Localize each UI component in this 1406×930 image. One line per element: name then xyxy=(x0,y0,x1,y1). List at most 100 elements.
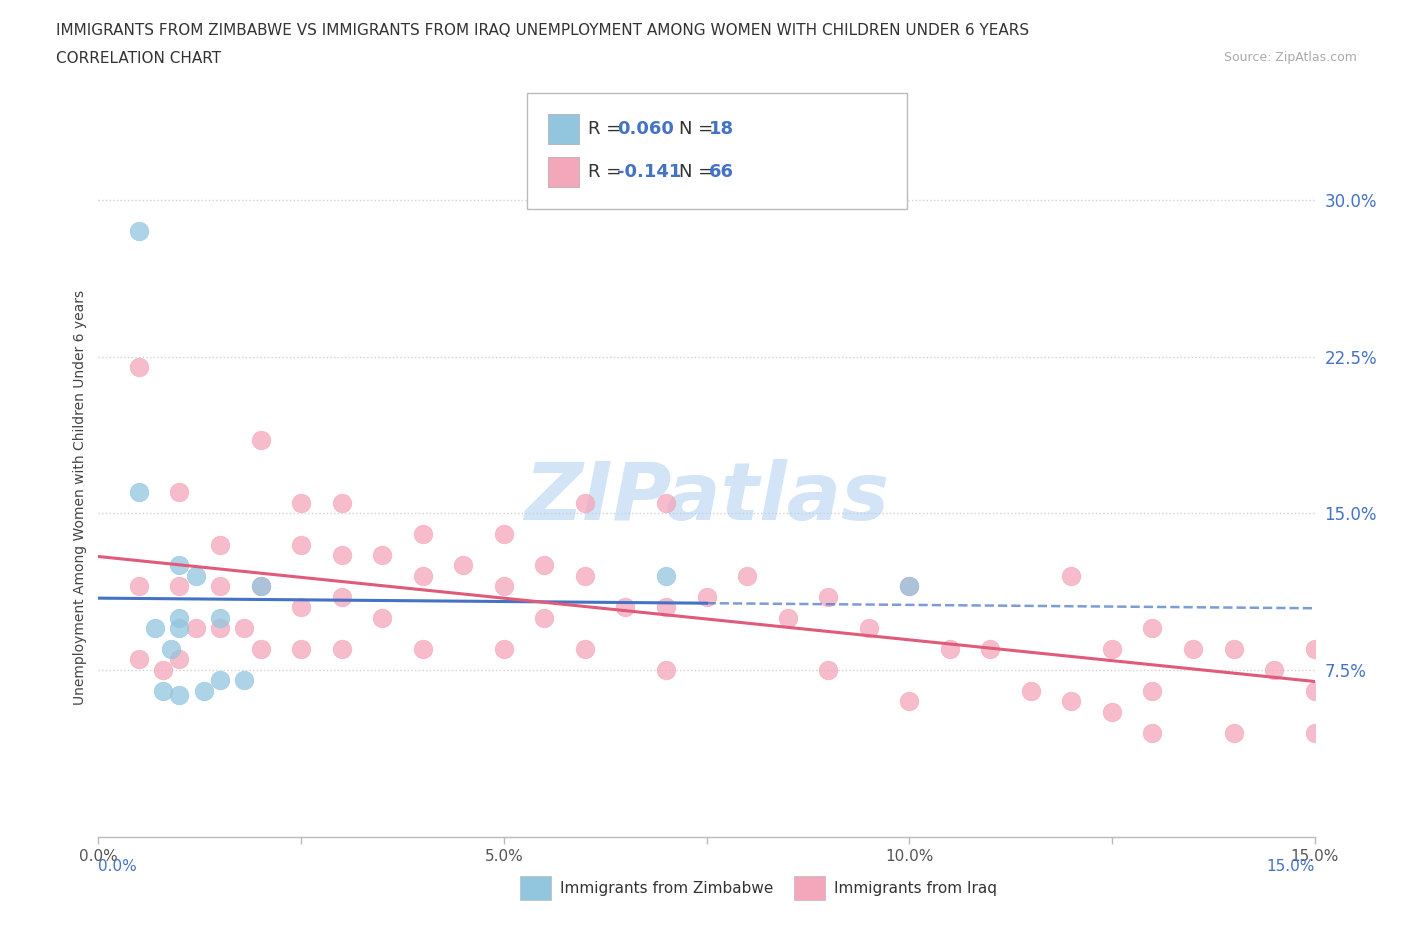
Point xyxy=(209,673,232,688)
Point xyxy=(128,578,150,593)
Text: R =: R = xyxy=(588,120,627,139)
Point xyxy=(1142,725,1164,740)
Point xyxy=(453,558,475,573)
Text: 0.0%: 0.0% xyxy=(98,859,138,874)
Text: R =: R = xyxy=(588,163,627,181)
Point xyxy=(655,662,678,677)
Point xyxy=(898,694,921,709)
Point xyxy=(533,558,555,573)
Text: Source: ZipAtlas.com: Source: ZipAtlas.com xyxy=(1223,51,1357,64)
Point xyxy=(533,610,555,625)
Point xyxy=(1060,694,1083,709)
Point xyxy=(817,662,839,677)
Point xyxy=(574,642,596,657)
Point xyxy=(128,360,150,375)
Point xyxy=(160,642,183,657)
Point xyxy=(143,620,166,635)
Y-axis label: Unemployment Among Women with Children Under 6 years: Unemployment Among Women with Children U… xyxy=(73,290,87,705)
Point xyxy=(233,620,256,635)
Point xyxy=(614,600,637,615)
Point xyxy=(1303,684,1326,698)
Point xyxy=(169,652,191,667)
Point xyxy=(209,538,232,552)
Point xyxy=(209,610,232,625)
Text: N =: N = xyxy=(679,163,718,181)
Point xyxy=(1142,684,1164,698)
Point xyxy=(371,610,394,625)
Text: IMMIGRANTS FROM ZIMBABWE VS IMMIGRANTS FROM IRAQ UNEMPLOYMENT AMONG WOMEN WITH C: IMMIGRANTS FROM ZIMBABWE VS IMMIGRANTS F… xyxy=(56,23,1029,38)
Point xyxy=(152,662,174,677)
Point xyxy=(330,496,353,511)
Point xyxy=(169,620,191,635)
Text: N =: N = xyxy=(679,120,718,139)
Text: 66: 66 xyxy=(709,163,734,181)
Point xyxy=(1303,725,1326,740)
Point xyxy=(776,610,799,625)
Text: Immigrants from Iraq: Immigrants from Iraq xyxy=(834,881,997,896)
Point xyxy=(152,684,174,698)
Point xyxy=(371,548,394,563)
Point xyxy=(574,568,596,583)
Point xyxy=(492,642,515,657)
Point xyxy=(128,485,150,499)
Point xyxy=(169,578,191,593)
Point xyxy=(209,620,232,635)
Point xyxy=(249,578,271,593)
Point xyxy=(1263,662,1285,677)
Point xyxy=(412,526,434,541)
Text: Immigrants from Zimbabwe: Immigrants from Zimbabwe xyxy=(560,881,773,896)
Point xyxy=(330,642,353,657)
Text: 0.060: 0.060 xyxy=(617,120,673,139)
Point xyxy=(412,568,434,583)
Point xyxy=(1019,684,1042,698)
Point xyxy=(128,652,150,667)
Point xyxy=(1182,642,1205,657)
Point xyxy=(655,496,678,511)
Point xyxy=(898,578,921,593)
Point xyxy=(655,600,678,615)
Point xyxy=(169,687,191,702)
Point xyxy=(209,578,232,593)
Point xyxy=(290,538,312,552)
Point xyxy=(169,558,191,573)
Point xyxy=(233,673,256,688)
Point xyxy=(858,620,880,635)
Point xyxy=(249,432,271,447)
Text: -0.141: -0.141 xyxy=(617,163,682,181)
Point xyxy=(184,620,207,635)
Point xyxy=(290,642,312,657)
Point xyxy=(184,568,207,583)
Point xyxy=(735,568,758,583)
Point xyxy=(169,610,191,625)
Point xyxy=(290,600,312,615)
Point xyxy=(1060,568,1083,583)
Point xyxy=(1101,704,1123,719)
Point xyxy=(128,224,150,239)
Point xyxy=(169,485,191,499)
Point xyxy=(939,642,962,657)
Text: 15.0%: 15.0% xyxy=(1267,859,1315,874)
Point xyxy=(193,684,215,698)
Point xyxy=(696,590,718,604)
Point xyxy=(330,590,353,604)
Point xyxy=(817,590,839,604)
Point xyxy=(1222,725,1244,740)
Text: CORRELATION CHART: CORRELATION CHART xyxy=(56,51,221,66)
Point xyxy=(290,496,312,511)
Point xyxy=(492,578,515,593)
Point xyxy=(898,578,921,593)
Point xyxy=(1222,642,1244,657)
Point xyxy=(979,642,1001,657)
Point xyxy=(1303,642,1326,657)
Point xyxy=(330,548,353,563)
Point xyxy=(249,578,271,593)
Point xyxy=(492,526,515,541)
Point xyxy=(574,496,596,511)
Text: ZIPatlas: ZIPatlas xyxy=(524,458,889,537)
Text: 18: 18 xyxy=(709,120,734,139)
Point xyxy=(412,642,434,657)
Point xyxy=(1142,620,1164,635)
Point xyxy=(249,642,271,657)
Point xyxy=(655,568,678,583)
Point xyxy=(1101,642,1123,657)
